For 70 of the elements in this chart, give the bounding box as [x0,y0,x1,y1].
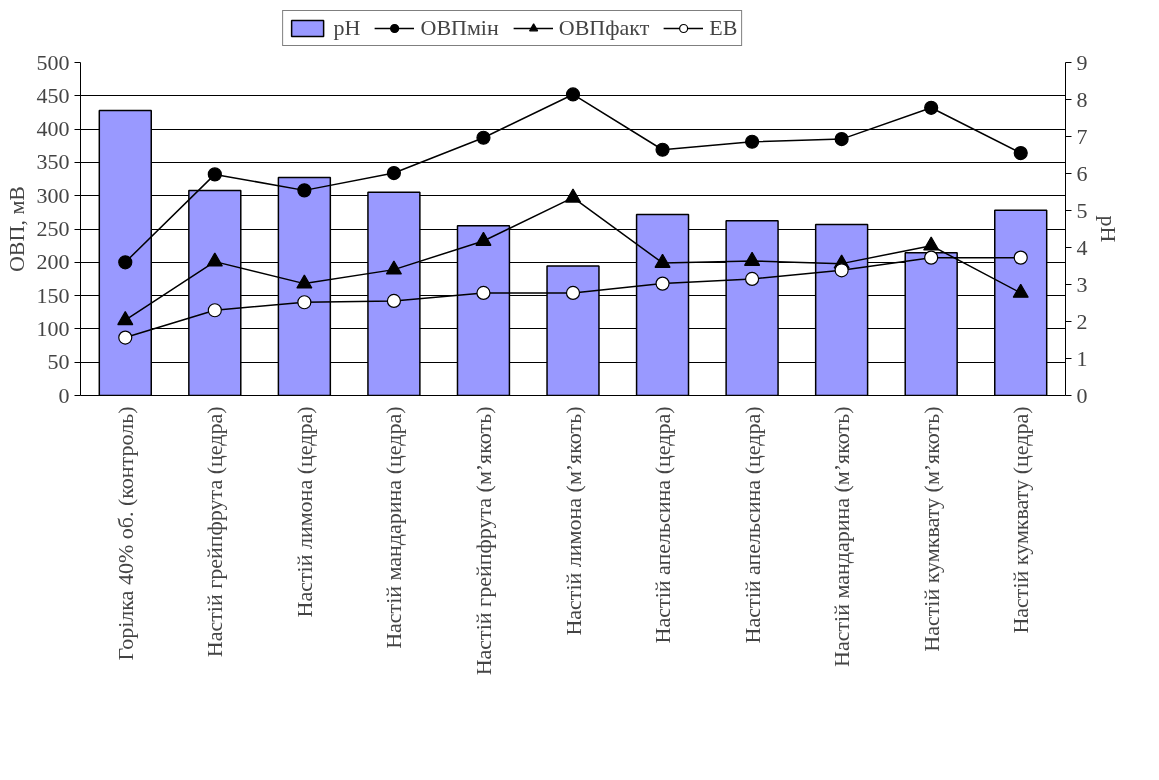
y2-tick-label: 8 [1076,86,1088,112]
y-tick-label: 350 [36,149,70,175]
point [207,303,222,318]
y-tick-label: 250 [36,216,70,241]
y-tick-label: 450 [36,82,70,108]
x-tick-label: Настій лимона (м’якоть) [560,406,586,636]
point [564,188,582,203]
y-tick-label: 100 [36,315,70,341]
point [924,100,939,115]
point [118,330,133,345]
x-tick-label: Настій апельсина (цедра) [650,406,676,644]
x-tick-label: Настій грейпфрута (м’якоть) [470,406,496,676]
point [744,271,760,287]
point [476,285,491,301]
legend-label: ОВПмін [420,15,499,41]
point [207,167,222,182]
point [476,130,491,145]
point [297,295,312,310]
y-tick-label: 0 [58,382,70,408]
y2-tick-label: 6 [1076,160,1088,186]
point [386,293,402,309]
point [206,252,223,267]
x-tick-label: Настій кумквату (цедра) [1008,406,1034,634]
point [655,142,670,157]
point [1012,283,1029,298]
point [565,285,581,301]
y-tick-label: 500 [36,49,70,75]
point [834,263,849,278]
point [475,231,492,246]
point [117,310,134,326]
y2-tick-label: 5 [1076,197,1088,223]
x-tick-label: Горілка 40% об. (контроль) [112,406,138,661]
point [654,253,671,268]
y2-axis-title: pH [1095,215,1121,243]
point [297,183,312,198]
y2-tick-label: 9 [1076,49,1088,75]
y2-tick-label: 4 [1076,234,1088,260]
point [1013,250,1028,265]
point [923,236,940,251]
y-tick-label: 300 [36,182,70,208]
y-tick-label: 400 [36,116,70,142]
point [565,87,581,102]
y-tick-label: 200 [36,249,70,275]
point [834,132,849,147]
point [386,165,402,181]
y-axis-title: ОВП, мВ [3,185,29,273]
x-tick-label: Настій апельсина (цедра) [739,406,765,644]
y2-tick-label: 2 [1076,308,1088,334]
legend-label: pH [333,15,361,41]
x-tick-label: Настій мандарина (м’якоть) [829,406,855,667]
point [385,260,403,275]
point [118,255,133,270]
point [1013,145,1028,161]
legend-label: ЕВ [709,15,738,41]
point [743,251,761,266]
point [655,276,670,291]
y2-tick-label: 3 [1076,271,1088,297]
point [744,134,760,149]
y2-tick-label: 1 [1076,345,1088,371]
x-tick-label: Настій лимона (цедра) [291,406,317,618]
x-tick-label: Настій мандарина (цедра) [381,406,407,649]
y2-tick-label: 0 [1076,382,1088,408]
x-tick-label: Настій кумквату (м’якоть) [918,406,944,652]
x-tick-label: Настій грейпфрута (цедра) [202,406,228,658]
point [296,274,313,289]
point [924,250,939,265]
y-tick-label: 50 [47,349,70,375]
legend-label: ОВПфакт [558,15,650,41]
y2-tick-label: 7 [1076,123,1088,149]
y-tick-label: 150 [36,282,70,308]
